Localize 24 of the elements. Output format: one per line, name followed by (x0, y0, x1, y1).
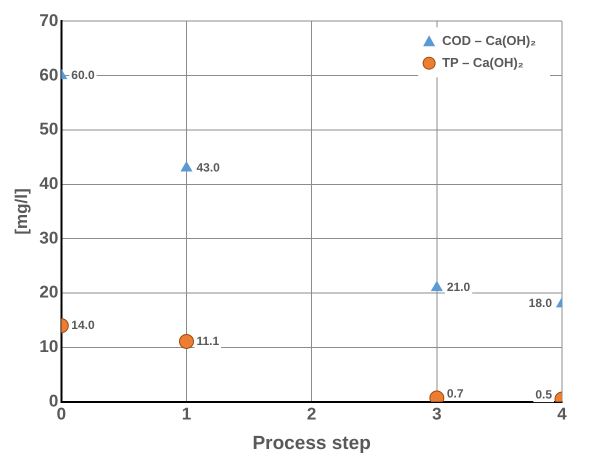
y-tick-label: 10 (39, 337, 58, 356)
y-tick-label: 20 (39, 282, 58, 302)
y-tick-label: 70 (39, 10, 58, 30)
data-label: 21.0 (446, 280, 471, 294)
data-label: 0.7 (446, 386, 464, 400)
y-tick-label: 0 (48, 391, 58, 410)
y-tick-label: 30 (39, 228, 58, 248)
legend-label: TP – Ca(OH)₂ (442, 54, 524, 70)
y-tick-label: 60 (39, 65, 58, 84)
data-label: 43.0 (196, 160, 220, 174)
data-label: 14.0 (71, 318, 95, 332)
x-tick-label: 4 (557, 404, 568, 424)
y-tick-label: 50 (39, 120, 58, 139)
y-axis-title: [mg/l] (12, 188, 31, 235)
y-tick-label: 40 (39, 174, 58, 193)
x-axis-title: Process step (252, 432, 371, 454)
x-tick-label: 1 (182, 404, 192, 424)
x-tick-label: 2 (306, 404, 316, 424)
data-label: 18.0 (528, 296, 552, 310)
x-tick-label: 3 (432, 404, 442, 424)
legend-label: COD – Ca(OH)₂ (442, 32, 536, 48)
data-label: 11.1 (196, 334, 220, 348)
data-label: 60.0 (71, 68, 95, 82)
data-label: 0.5 (535, 387, 552, 402)
